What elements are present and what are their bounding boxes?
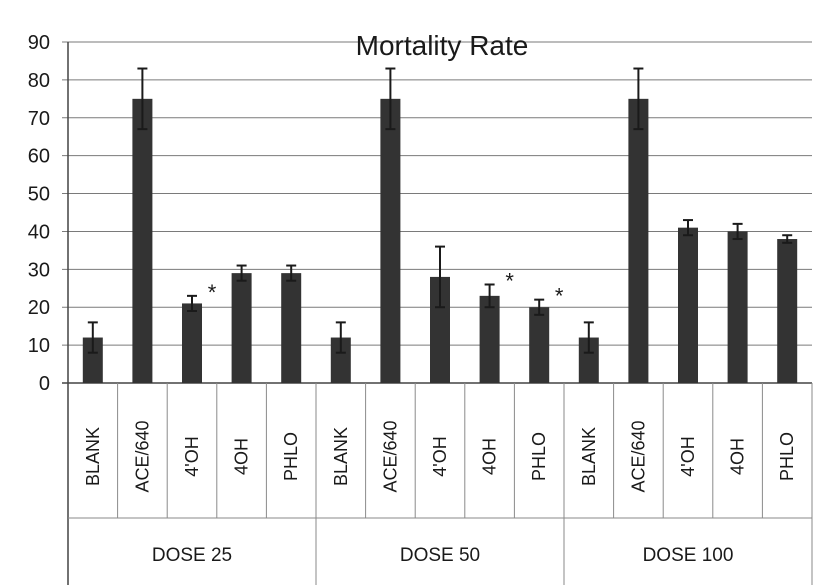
- bar: [281, 273, 302, 383]
- x-axis: BLANK ACE/640 4'OH 4OH PHLO BLANK ACE/640 4'OH 4…: [68, 383, 813, 585]
- bar: [529, 307, 550, 383]
- y-tick-label: 70: [28, 108, 50, 130]
- category-label: ACE/640: [132, 420, 152, 492]
- significance-marker: *: [555, 284, 564, 309]
- category-label: 4OH: [728, 438, 748, 475]
- y-tick-label: 40: [28, 221, 50, 243]
- y-tick-label: 30: [28, 259, 50, 281]
- y-tick-label: 10: [28, 335, 50, 357]
- group-label: DOSE 100: [643, 545, 734, 566]
- category-label: BLANK: [579, 427, 599, 486]
- category-label: 4OH: [232, 438, 252, 475]
- significance-marker: *: [505, 268, 514, 293]
- y-tick-label: 20: [28, 297, 50, 319]
- y-tick-label: 60: [28, 146, 50, 168]
- category-label: BLANK: [83, 427, 103, 486]
- bar: [430, 276, 450, 383]
- bar: [777, 239, 798, 383]
- bar: [132, 98, 153, 383]
- category-label: BLANK: [331, 427, 351, 486]
- category-label: ACE/640: [380, 420, 400, 492]
- bar: [182, 303, 202, 383]
- bar: [727, 231, 748, 383]
- y-tick-label: 0: [39, 373, 50, 395]
- y-tick-label: 50: [28, 184, 50, 206]
- group-label: DOSE 50: [400, 545, 480, 566]
- chart-title: Mortality Rate: [356, 30, 529, 61]
- category-label: 4'OH: [182, 436, 202, 476]
- bar: [628, 98, 649, 383]
- category-label: PHLO: [777, 432, 797, 481]
- y-axis-ticks: 0 10 20 30 40 50 60 70 80 90: [28, 32, 50, 395]
- category-label: ACE/640: [628, 420, 648, 492]
- category-label: PHLO: [281, 432, 301, 481]
- bar: [231, 273, 252, 383]
- bars: * * *: [82, 67, 798, 383]
- bar: [330, 337, 351, 383]
- bar: [678, 227, 698, 383]
- category-label: 4'OH: [678, 436, 698, 476]
- category-label: 4'OH: [430, 436, 450, 476]
- significance-marker: *: [208, 280, 217, 305]
- category-label: PHLO: [529, 432, 549, 481]
- category-label: 4OH: [480, 438, 500, 475]
- bar: [578, 337, 599, 383]
- y-tick-label: 80: [28, 70, 50, 92]
- y-tick-label: 90: [28, 32, 50, 54]
- bar: [82, 337, 103, 383]
- bar: [380, 98, 401, 383]
- bar: [479, 295, 500, 383]
- group-label: DOSE 25: [152, 545, 232, 566]
